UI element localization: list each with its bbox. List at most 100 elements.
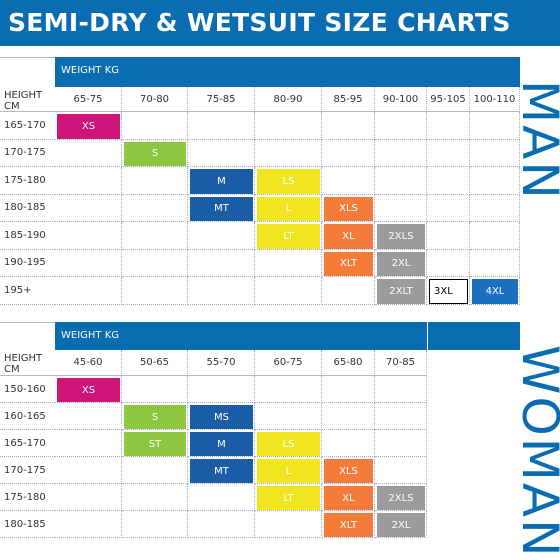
size-cell: XLS	[324, 196, 373, 221]
grid-cell	[322, 511, 375, 538]
column-header: 80-90	[255, 87, 322, 112]
size-cell: MT	[190, 459, 253, 483]
grid-cell	[122, 112, 188, 140]
grid-cell	[470, 249, 520, 277]
left-corner	[0, 322, 55, 350]
size-cell: 2XL	[377, 251, 425, 276]
grid-cell	[188, 376, 255, 403]
column-header: 100-110	[470, 87, 520, 112]
grid-cell	[322, 222, 375, 250]
row-height: 165-170	[0, 430, 55, 457]
size-cell: L	[257, 459, 320, 483]
grid-cell	[470, 167, 520, 195]
size-cell: 2XL	[377, 513, 425, 537]
column-header: 70-80	[122, 87, 188, 112]
grid-cell	[375, 484, 427, 511]
size-cell: LS	[257, 169, 320, 194]
grid-cell	[427, 249, 470, 277]
grid-cell	[427, 222, 470, 250]
row-height: 175-180	[0, 484, 55, 511]
grid-cell	[188, 511, 255, 538]
grid-cell	[188, 194, 255, 222]
weight-label: WEIGHT KG	[55, 57, 520, 87]
size-cell: 3XL	[429, 279, 468, 304]
grid-cell	[470, 277, 520, 305]
grid-cell	[255, 194, 322, 222]
grid-cell	[322, 484, 375, 511]
grid-cell	[375, 112, 427, 140]
grid-cell	[470, 222, 520, 250]
grid-cell	[427, 194, 470, 222]
grid-cell	[55, 457, 122, 484]
grid-cell	[55, 277, 122, 305]
grid-cell	[322, 167, 375, 195]
grid-cell	[375, 194, 427, 222]
grid-cell	[375, 511, 427, 538]
size-cell: XLS	[324, 459, 373, 483]
size-cell: XL	[324, 486, 373, 510]
grid-cell	[255, 484, 322, 511]
size-cell: LS	[257, 432, 320, 456]
size-cell: MS	[190, 405, 253, 429]
grid-cell	[322, 249, 375, 277]
size-cell: LT	[257, 486, 320, 510]
left-corner	[0, 57, 55, 87]
grid-cell	[470, 112, 520, 140]
grid-cell	[322, 457, 375, 484]
grid-cell	[55, 430, 122, 457]
row-height: 195+	[0, 277, 55, 305]
grid-cell	[122, 194, 188, 222]
row-height: 185-190	[0, 222, 55, 250]
grid-cell	[188, 484, 255, 511]
row-height: 180-185	[0, 511, 55, 538]
grid-cell	[255, 139, 322, 167]
grid-cell	[188, 112, 255, 140]
row-height: 180-185	[0, 195, 55, 222]
column-header: 55-70	[188, 350, 255, 376]
grid-cell	[255, 457, 322, 484]
column-header: 75-85	[188, 87, 255, 112]
grid-cell	[322, 430, 375, 457]
grid-cell	[255, 376, 322, 403]
height-label: HEIGHT CM	[0, 87, 55, 112]
grid-cell	[55, 194, 122, 222]
grid-cell	[322, 376, 375, 403]
grid-cell	[122, 249, 188, 277]
size-cell: XS	[57, 378, 120, 402]
grid-cell	[122, 511, 188, 538]
column-header: 85-95	[322, 87, 375, 112]
grid-cell	[375, 376, 427, 403]
row-height: 175-180	[0, 167, 55, 195]
grid-cell	[55, 112, 122, 140]
grid-cell	[55, 222, 122, 250]
row-height: 170-175	[0, 457, 55, 484]
size-cell: XLT	[324, 513, 373, 537]
row-height: 150-160	[0, 376, 55, 403]
grid-cell	[322, 403, 375, 430]
band-divider	[427, 322, 428, 350]
table-label: MAN	[511, 80, 560, 201]
grid-cell	[188, 249, 255, 277]
grid-cell	[188, 167, 255, 195]
size-cell: M	[190, 432, 253, 456]
grid-cell	[322, 139, 375, 167]
grid-cell	[255, 112, 322, 140]
size-cell: ST	[124, 432, 186, 456]
grid-cell	[122, 277, 188, 305]
grid-cell	[375, 167, 427, 195]
grid-cell	[122, 167, 188, 195]
grid-cell	[470, 139, 520, 167]
size-cell: XS	[57, 114, 120, 139]
grid-cell	[188, 222, 255, 250]
column-header: 65-80	[322, 350, 375, 376]
grid-cell	[122, 139, 188, 167]
grid-cell	[322, 277, 375, 305]
size-cell: XL	[324, 224, 373, 249]
column-header: 70-85	[375, 350, 427, 376]
grid-cell	[375, 249, 427, 277]
grid-cell	[322, 112, 375, 140]
size-cell: S	[124, 405, 186, 429]
grid-cell	[375, 457, 427, 484]
grid-cell	[255, 403, 322, 430]
grid-cell	[322, 194, 375, 222]
